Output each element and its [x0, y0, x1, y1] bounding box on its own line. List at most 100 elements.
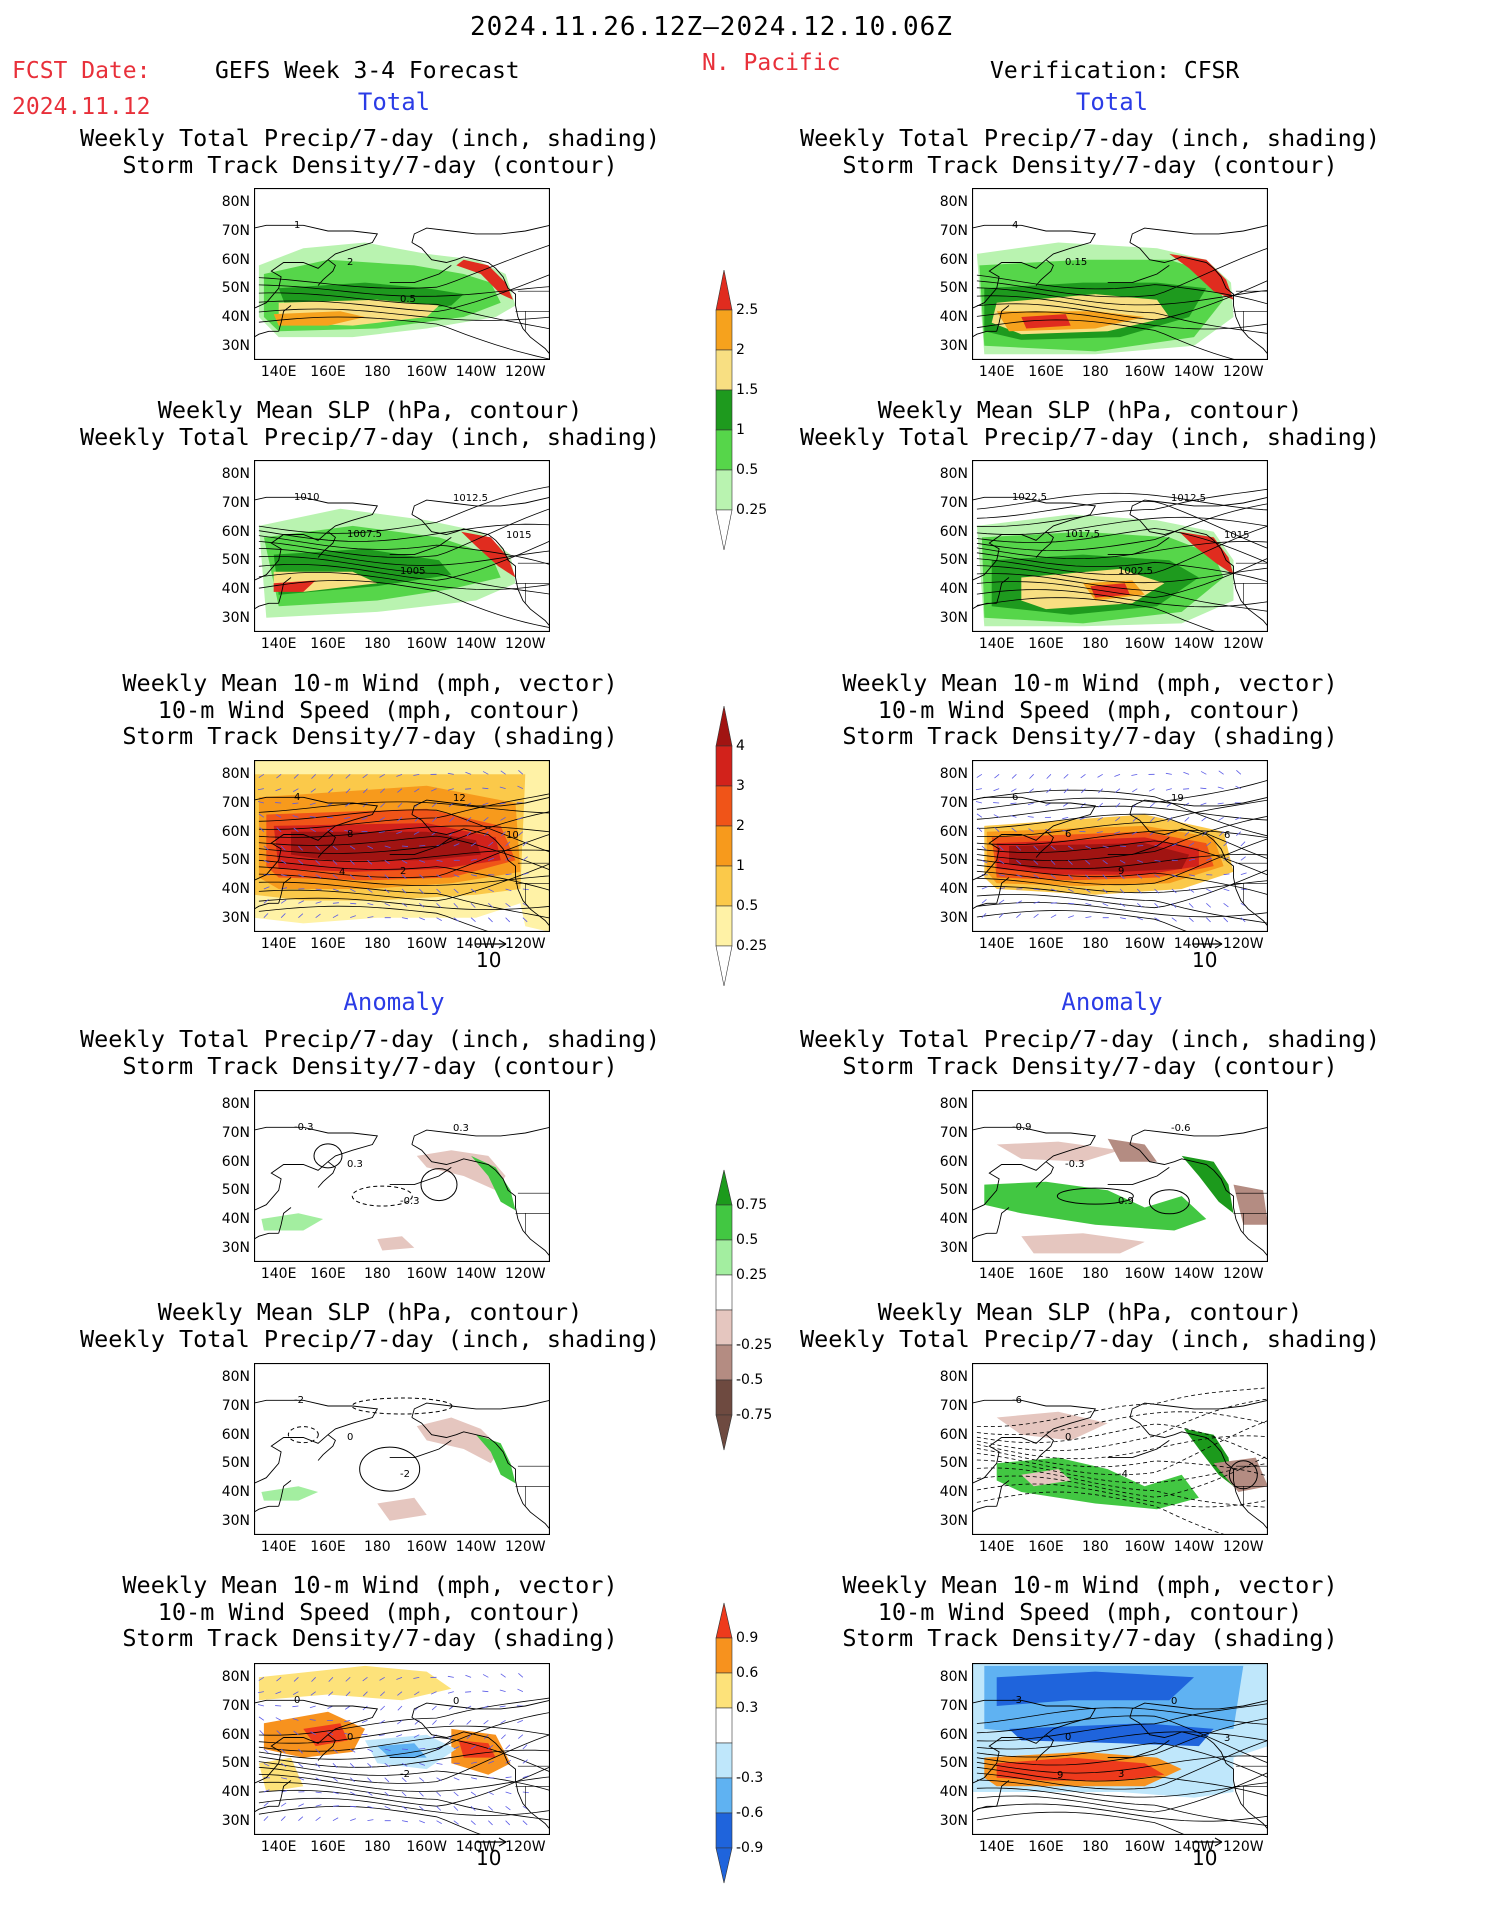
lat-tick-label: 50N: [221, 1755, 250, 1772]
lon-tick-label: 140W: [1173, 636, 1215, 652]
lon-tick-label: 160E: [310, 364, 346, 380]
lat-tick-label: 50N: [221, 852, 250, 869]
colorbar-precip-anomaly-label: -0.5: [736, 1372, 764, 1388]
wind-storm-anom-title-verif-3: Storm Track Density/7-day (shading): [842, 1624, 1338, 1652]
panel-frame: [254, 188, 550, 360]
storm-anom-contour-2: [420, 1168, 458, 1202]
lat-tick-label: 80N: [221, 1096, 250, 1113]
precip-storm-anom-title-verif-2: Storm Track Density/7-day (contour): [842, 1051, 1338, 1080]
contour-label: 0.9: [1118, 1196, 1134, 1207]
contour-label: 2: [400, 866, 406, 877]
contour-label: 6: [1224, 830, 1230, 841]
lon-tick-label: 160W: [1124, 364, 1165, 380]
contour-label: 1: [294, 220, 300, 231]
storm-anom-yellow-north: [258, 1665, 452, 1701]
colorbar-precip-total-label: 0.25: [736, 502, 768, 518]
colorbar-precip-anomaly: [715, 1169, 733, 1451]
contour-label: -6: [1012, 1395, 1022, 1406]
coastline: [972, 796, 1268, 927]
contour-label: -4: [1118, 1469, 1128, 1480]
lon-tick-label: 180: [363, 1266, 391, 1282]
panel-frame: [972, 1663, 1268, 1835]
lon-tick-label: 120W: [1223, 1266, 1264, 1282]
precip-deficit-north: [996, 1141, 1120, 1162]
lon-tick-label: 160W: [406, 1839, 447, 1855]
precip-storm-title-verif-2: Storm Track Density/7-day (contour): [842, 150, 1338, 179]
lat-tick-label: 60N: [939, 1426, 968, 1443]
precip-max-area: [461, 531, 516, 578]
lat-tick-label: 40N: [939, 881, 968, 897]
slp-precip-title-verif-2: Weekly Total Precip/7-day (inch, shading…: [799, 422, 1381, 451]
lat-tick-label: 50N: [939, 552, 968, 569]
map-canvas-f5: -2 0 -2: [254, 1363, 550, 1535]
lat-tick-label: 50N: [221, 1182, 250, 1199]
lat-tick-label: 60N: [221, 1153, 250, 1170]
colorbar-storm-total-label: 4: [736, 738, 745, 754]
map-canvas-f3: 4 8 2 12 10 4: [254, 760, 550, 932]
lat-tick-label: 50N: [939, 1755, 968, 1772]
map-panel-f3: 4 8 2 12 10 4: [254, 760, 550, 932]
panel-frame: [972, 188, 1268, 360]
period-title: 2024.11.26.12Z–2024.12.10.06Z: [470, 12, 953, 42]
panel-frame: [972, 760, 1268, 932]
lon-tick-label: 140E: [978, 364, 1015, 380]
lat-tick-label: 60N: [221, 823, 250, 840]
lon-tick-label: 160E: [310, 1266, 346, 1282]
map-canvas-f2: 1010 1007.5 1005 1012.5 1015: [254, 460, 550, 632]
lon-tick-label: 160E: [1028, 1266, 1064, 1282]
lat-tick-label: 60N: [939, 251, 968, 268]
coastline: [254, 1126, 550, 1257]
lon-tick-label: 140E: [260, 1266, 297, 1282]
wind-storm-anom-title-fcst-2: 10-m Wind Speed (mph, contour): [157, 1597, 583, 1626]
lon-tick-label: 180: [1081, 1839, 1109, 1855]
contour-label: 0.3: [347, 1159, 363, 1170]
lon-tick-label: 140W: [455, 1539, 497, 1555]
contour-label: 1002.5: [1118, 566, 1153, 577]
lat-tick-label: 60N: [939, 1153, 968, 1170]
storm-anom-contour-1: [313, 1143, 343, 1169]
wind-storm-title-fcst-2: 10-m Wind Speed (mph, contour): [157, 695, 583, 724]
precip-deficit-area: [416, 1417, 501, 1464]
colorbar-storm-total-label: 2: [736, 818, 745, 834]
vector-reference-arrow: [476, 939, 507, 949]
lon-tick-label: 180: [1081, 936, 1109, 952]
lat-tick-label: 40N: [221, 309, 250, 325]
lat-tick-label: 70N: [221, 1125, 250, 1141]
panel-frame: [254, 1090, 550, 1262]
precip-max-area-west: [1021, 314, 1071, 329]
contour-label: 4: [294, 792, 300, 803]
colorbar-precip-total-label: 1: [736, 422, 745, 438]
contour-label: -2: [400, 1469, 410, 1480]
lat-tick-label: 80N: [939, 194, 968, 211]
contour-label: 4: [339, 867, 345, 878]
lon-tick-label: 160W: [406, 364, 447, 380]
colorbar-precip-anomaly-label: -0.75: [736, 1407, 773, 1423]
precip-deficit-east: [1233, 1184, 1268, 1225]
coastline: [254, 224, 550, 355]
region-title: N. Pacific: [702, 50, 841, 76]
lon-tick-label: 140W: [1173, 1839, 1215, 1855]
lon-tick-label: 180: [1081, 364, 1109, 380]
vector-reference-label: 10: [1192, 1846, 1218, 1870]
lat-tick-label: 70N: [221, 795, 250, 811]
contour-label: -0.3: [400, 1196, 420, 1207]
map-panel-f4: -0.3 0.3 -0.3 0.3: [254, 1090, 550, 1262]
panel-frame: [972, 460, 1268, 632]
storm-anom-red-east: [458, 1740, 496, 1758]
coastline: [972, 1126, 1268, 1257]
map-panel-v3: 6 6 9 19 6: [972, 760, 1268, 932]
contour-label: 8: [347, 829, 353, 840]
lat-tick-label: 70N: [939, 223, 968, 239]
lon-tick-label: 180: [363, 936, 391, 952]
lat-tick-label: 40N: [221, 1484, 250, 1500]
lat-tick-label: 70N: [939, 495, 968, 511]
lat-tick-label: 40N: [939, 1784, 968, 1800]
lat-tick-label: 30N: [221, 1512, 250, 1529]
map-panel-f6: 0 0 -2 0: [254, 1663, 550, 1835]
colorbar-precip-total: [715, 269, 733, 551]
contour-label: -3: [1012, 1695, 1022, 1706]
wind-storm-title-fcst-1: Weekly Mean 10-m Wind (mph, vector): [122, 669, 618, 697]
precip-storm-title-fcst-1: Weekly Total Precip/7-day (inch, shading…: [79, 124, 661, 152]
colorbar-storm-total-label: 0.5: [736, 898, 759, 914]
lat-tick-label: 30N: [221, 909, 250, 926]
